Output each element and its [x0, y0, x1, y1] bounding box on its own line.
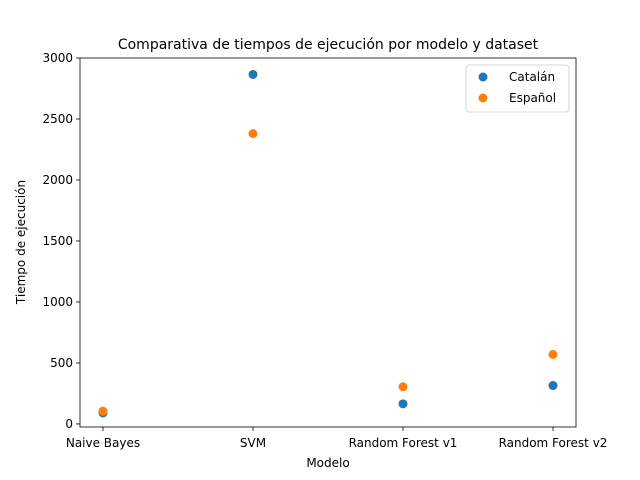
- y-tick-label: 1000: [42, 295, 73, 309]
- x-axis-ticks: Naive Bayes SVM Random Forest v1 Random For…: [66, 427, 608, 450]
- y-tick-label: 1500: [42, 234, 73, 248]
- legend-label: Catalán: [509, 70, 555, 84]
- x-tick-label: Random Forest v1: [349, 436, 458, 450]
- point-espanol-2: [398, 382, 408, 392]
- data-points: [98, 69, 558, 418]
- point-catalan-1: [248, 69, 258, 79]
- y-tick-label: 2500: [42, 112, 73, 126]
- point-catalan-2: [398, 399, 408, 409]
- legend-marker: [478, 72, 488, 82]
- y-axis-label: Tiempo de ejecución: [14, 180, 28, 305]
- x-tick-label: SVM: [240, 436, 266, 450]
- y-tick-label: 500: [50, 356, 73, 370]
- legend-marker: [478, 93, 488, 103]
- x-tick-label: Naive Bayes: [66, 436, 140, 450]
- y-tick-label: 0: [65, 417, 73, 431]
- plot-area: [80, 58, 576, 427]
- legend: Catalán Español: [465, 64, 570, 113]
- plot-frame: [79, 57, 577, 428]
- legend-label: Español: [509, 91, 556, 105]
- point-espanol-3: [548, 349, 558, 359]
- y-tick-label: 3000: [42, 51, 73, 65]
- legend-box: [465, 64, 570, 113]
- point-espanol-0: [98, 406, 108, 416]
- x-tick-label: Random Forest v2: [499, 436, 608, 450]
- y-axis-ticks: 0 500 1000 1500 2000 2500 3000: [42, 51, 80, 431]
- point-espanol-1: [248, 129, 258, 139]
- y-tick-label: 2000: [42, 173, 73, 187]
- x-axis-label: Modelo: [306, 456, 349, 470]
- chart-title: Comparativa de tiempos de ejecución por …: [118, 37, 539, 53]
- point-catalan-3: [548, 381, 558, 391]
